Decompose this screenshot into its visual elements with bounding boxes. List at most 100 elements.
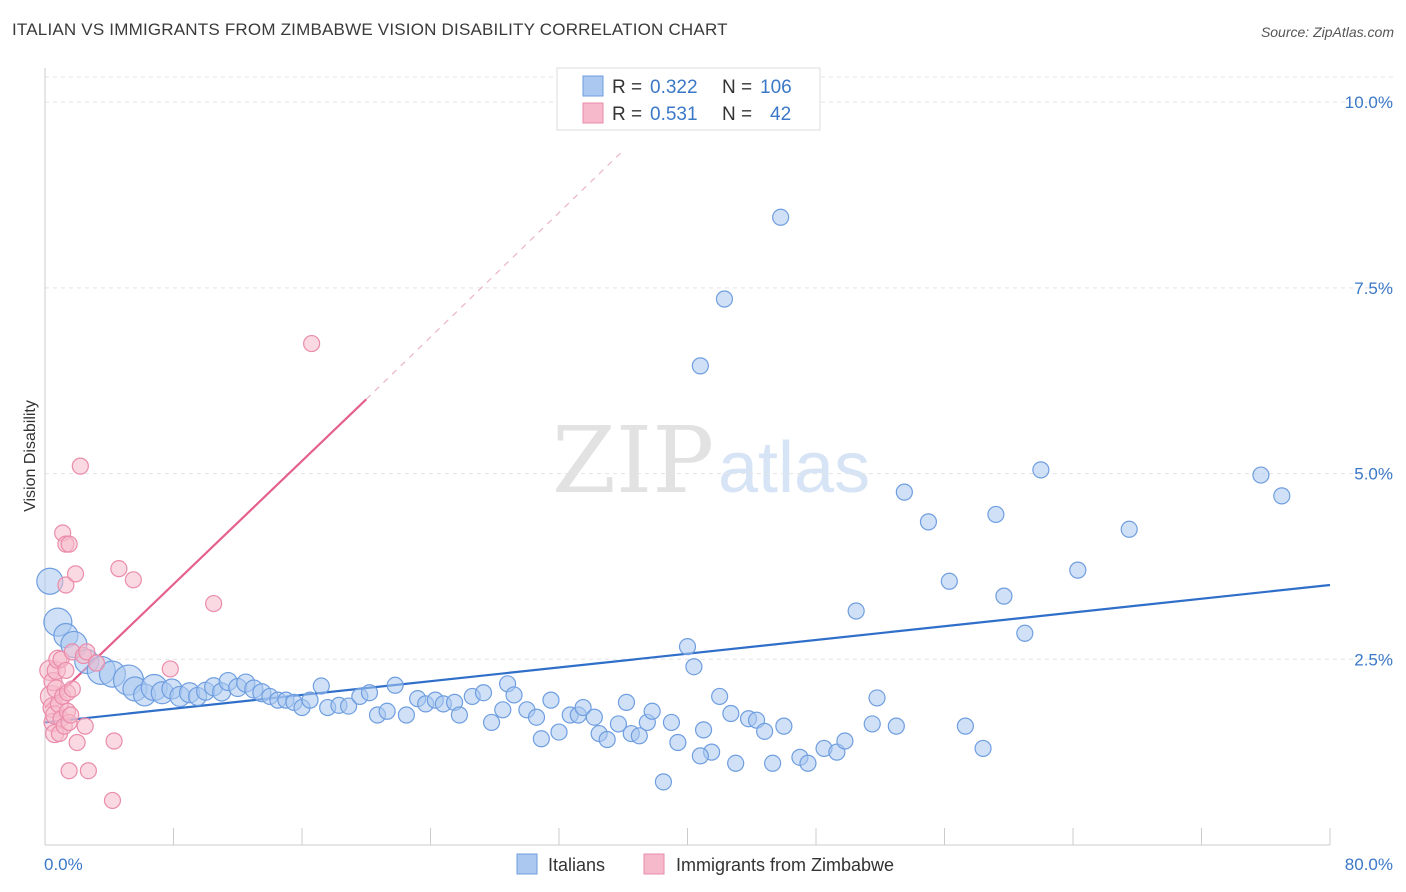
zimbabwe-point-33 xyxy=(78,643,96,661)
italians-point-106 xyxy=(1069,561,1087,579)
italians-point-62 xyxy=(598,730,616,749)
italians-point-97 xyxy=(987,505,1005,524)
watermark-zip: ZIP xyxy=(552,407,714,514)
legend-n-value-1: 106 xyxy=(760,77,792,98)
italians-point-101 xyxy=(956,717,974,735)
bottom-legend-zimbabwe: Immigrants from Zimbabwe xyxy=(676,855,894,875)
italians-point-49 xyxy=(494,701,512,719)
zimbabwe-point-39 xyxy=(124,571,142,589)
legend-swatch-italians xyxy=(582,75,604,97)
zimbabwe-point-40 xyxy=(161,660,179,678)
zimbabwe-point-35 xyxy=(87,654,106,672)
zimbabwe-point-25 xyxy=(62,706,80,724)
zimbabwe-point-18 xyxy=(57,576,75,594)
bottom-legend-swatch-italians xyxy=(516,853,538,875)
italians-point-78 xyxy=(727,754,745,772)
zimbabwe-point-34 xyxy=(79,762,97,780)
axes xyxy=(44,68,1331,846)
zimbabwe-point-36 xyxy=(103,791,122,810)
chart-title: ITALIAN VS IMMIGRANTS FROM ZIMBABWE VISI… xyxy=(12,20,728,39)
italians-point-90 xyxy=(847,602,865,620)
italians-point-94 xyxy=(691,357,709,375)
legend-r-value-1: 0.322 xyxy=(650,77,698,98)
italians-point-63 xyxy=(609,715,628,733)
x-tick-labels: 0.0% 80.0% xyxy=(44,855,1393,874)
italians-point-71 xyxy=(669,733,687,752)
italians-point-91 xyxy=(863,715,881,733)
zimbabwe-point-41 xyxy=(205,594,223,613)
italians-point-95 xyxy=(715,290,734,308)
legend-r-label-1: R = xyxy=(612,77,642,98)
italians-point-51 xyxy=(505,686,523,704)
italians-point-76 xyxy=(711,687,729,706)
italians-point-102 xyxy=(974,739,992,758)
legend-r-label-2: R = xyxy=(612,104,642,125)
series-legend: Italians Immigrants from Zimbabwe xyxy=(516,853,894,875)
x-tick-label-0: 0.0% xyxy=(44,855,83,874)
italians-point-33 xyxy=(339,697,358,715)
zimbabwe-point-38 xyxy=(110,560,128,578)
italians-point-69 xyxy=(654,773,673,791)
italians-point-77 xyxy=(722,704,740,723)
zimbabwe-point-30 xyxy=(71,457,89,475)
y-tick-label-1: 5.0% xyxy=(1354,465,1393,484)
italians-point-92 xyxy=(868,689,886,707)
italians-point-29 xyxy=(301,691,319,709)
italians-point-47 xyxy=(474,684,493,702)
italians-point-73 xyxy=(685,658,703,676)
italians-point-53 xyxy=(527,708,546,726)
bottom-legend-italians: Italians xyxy=(548,855,605,875)
zimbabwe-point-23 xyxy=(60,762,78,780)
trend-line-zimbabwe-extension xyxy=(365,149,624,400)
watermark-atlas: atlas xyxy=(718,428,870,508)
zimbabwe-point-29 xyxy=(68,733,86,752)
zimbabwe-point-42 xyxy=(303,334,321,353)
y-axis-label: Vision Disability xyxy=(22,400,39,512)
italians-point-98 xyxy=(895,483,913,501)
italians-point-99 xyxy=(919,513,938,531)
italians-point-56 xyxy=(550,723,568,741)
italians-point-68 xyxy=(643,702,661,720)
italians-point-100 xyxy=(940,572,958,590)
italians-point-72 xyxy=(678,638,697,656)
watermark: ZIP atlas xyxy=(552,407,870,514)
italians-point-82 xyxy=(764,754,782,772)
italians-point-109 xyxy=(1273,487,1291,505)
italians-point-104 xyxy=(1016,624,1034,642)
zimbabwe-point-37 xyxy=(105,732,123,750)
italians-point-35 xyxy=(360,684,379,702)
italians-point-108 xyxy=(1252,466,1270,484)
italians-point-86 xyxy=(799,754,817,772)
italians-point-39 xyxy=(397,706,416,724)
italians-point-48 xyxy=(482,713,501,732)
italians-point-74 xyxy=(694,721,713,739)
legend-n-label-2: N = xyxy=(722,104,752,125)
y-tick-labels: 2.5% 5.0% 7.5% 10.0% xyxy=(1345,93,1393,669)
zimbabwe-point-28 xyxy=(66,565,85,583)
italians-point-54 xyxy=(532,730,550,748)
italians-point-37 xyxy=(378,702,396,720)
italians-point-60 xyxy=(585,708,603,726)
x-tick-label-1: 80.0% xyxy=(1345,855,1393,874)
gridlines xyxy=(45,76,1394,660)
correlation-legend: R = 0.322 N = 106 R = 0.531 N = 42 xyxy=(556,67,821,131)
italians-point-107 xyxy=(1120,520,1138,538)
zimbabwe-point-32 xyxy=(76,717,94,735)
zimbabwe-point-27 xyxy=(63,680,81,698)
italians-point-96 xyxy=(772,208,790,226)
italians-point-55 xyxy=(542,691,560,709)
italians-point-64 xyxy=(617,693,636,711)
italians-point-89 xyxy=(836,732,854,750)
zimbabwe-points xyxy=(39,334,321,810)
chart-source: Source: ZipAtlas.com xyxy=(1260,24,1394,40)
legend-n-value-2: 42 xyxy=(770,104,791,125)
italians-point-103 xyxy=(995,587,1013,605)
italians-point-70 xyxy=(662,713,681,732)
italians-point-38 xyxy=(386,676,404,694)
italians-point-66 xyxy=(630,727,648,745)
bottom-legend-swatch-zimbabwe xyxy=(643,853,665,875)
italians-points xyxy=(36,208,1291,791)
italians-point-105 xyxy=(1032,461,1050,479)
y-tick-label-2: 7.5% xyxy=(1354,279,1393,298)
legend-swatch-zimbabwe xyxy=(582,102,604,124)
